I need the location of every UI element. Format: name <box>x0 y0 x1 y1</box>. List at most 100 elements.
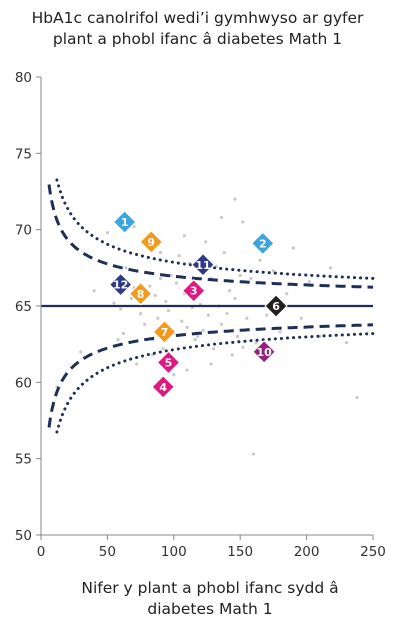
unit-marker-1: 1 <box>112 210 137 234</box>
background-points <box>55 197 359 456</box>
background-point <box>227 289 232 293</box>
unit-diamond <box>112 210 137 234</box>
background-point <box>307 279 311 284</box>
background-point <box>254 341 258 345</box>
background-point <box>156 316 160 320</box>
background-point <box>92 289 96 293</box>
background-point <box>344 341 349 345</box>
unit-diamond <box>264 294 288 318</box>
unit-marker-10: 10 <box>252 340 276 364</box>
unit-label: 6 <box>272 300 280 313</box>
background-point <box>258 258 262 262</box>
chart-title: HbA1c canolrifol wedi’i gymhwyso ar gyfe… <box>0 8 395 50</box>
background-point <box>124 266 128 270</box>
background-point <box>142 322 147 326</box>
background-point <box>265 313 269 317</box>
background-point <box>158 250 163 255</box>
background-point <box>235 334 240 339</box>
y-tick-label: 65 <box>15 299 32 315</box>
background-point <box>129 296 133 300</box>
unit-label: 10 <box>256 346 272 359</box>
unit-label: 4 <box>159 381 167 394</box>
unit-label: 12 <box>113 279 128 292</box>
background-point <box>180 319 184 323</box>
background-point <box>79 350 83 354</box>
background-point <box>201 328 205 333</box>
x-tick-label: 150 <box>227 544 253 560</box>
unit-label: 2 <box>259 237 267 250</box>
background-point <box>116 337 120 342</box>
background-point <box>169 273 173 278</box>
y-tick-label: 55 <box>15 452 32 468</box>
x-tick-label: 250 <box>360 544 386 560</box>
unit-diamond <box>251 231 275 256</box>
unit-label: 9 <box>147 236 155 249</box>
unit-diamond <box>139 230 163 254</box>
background-point <box>241 345 245 349</box>
upper-outer-limit <box>55 178 375 280</box>
unit-marker-6: 6 <box>264 294 288 318</box>
background-point <box>174 281 179 285</box>
background-point <box>121 331 125 336</box>
background-point <box>278 330 282 334</box>
chart-title-line-2: plant a phobl ifanc â diabetes Math 1 <box>52 30 343 48</box>
x-axis-label-line-1: Nifer y plant a phobl ifanc sydd â <box>81 579 339 597</box>
background-point <box>328 266 333 270</box>
unit-marker-2: 2 <box>251 231 275 256</box>
background-point <box>112 301 116 305</box>
background-point <box>233 296 237 300</box>
background-point <box>251 452 256 456</box>
y-tick-label: 50 <box>15 528 32 544</box>
upper-inner-limit <box>47 184 374 289</box>
unit-label: 1 <box>121 216 129 229</box>
y-tick-label: 75 <box>15 146 32 162</box>
background-point <box>241 220 245 224</box>
x-tick-label: 0 <box>37 544 46 560</box>
background-point <box>172 373 176 377</box>
background-point <box>299 316 303 320</box>
background-point <box>355 396 359 400</box>
background-point <box>212 347 216 351</box>
unit-diamond <box>191 253 215 277</box>
background-point <box>285 292 289 296</box>
background-point <box>185 325 189 329</box>
unit-label: 7 <box>161 326 169 339</box>
background-point <box>225 312 229 316</box>
unit-diamond <box>182 279 206 303</box>
background-point <box>220 322 224 326</box>
funnel-limits <box>47 178 375 434</box>
background-point <box>209 362 213 366</box>
unit-marker-7: 7 <box>152 320 177 344</box>
unit-marker-5: 5 <box>156 350 181 375</box>
unit-diamond <box>128 282 153 306</box>
unit-diamond <box>156 350 181 375</box>
unit-label: 3 <box>190 285 198 298</box>
unit-label: 8 <box>137 288 145 301</box>
unit-marker-11: 11 <box>191 253 215 277</box>
background-point <box>196 334 200 339</box>
unit-marker-12: 12 <box>108 272 133 297</box>
unit-marker-9: 9 <box>139 230 163 254</box>
chart-title-line-1: HbA1c canolrifol wedi’i gymhwyso ar gyfe… <box>31 9 364 27</box>
background-point <box>245 316 249 320</box>
unit-marker-8: 8 <box>128 282 153 306</box>
background-point <box>249 276 253 281</box>
background-point <box>119 307 123 311</box>
x-axis-label-line-2: diabetes Math 1 <box>147 600 273 618</box>
background-point <box>204 240 208 244</box>
background-point <box>291 246 295 250</box>
unit-diamond <box>108 272 133 297</box>
background-point <box>220 215 224 220</box>
y-tick-label: 70 <box>15 223 32 239</box>
background-point <box>135 362 139 366</box>
unit-diamond <box>152 320 177 344</box>
background-point <box>105 231 109 235</box>
unit-marker-3: 3 <box>182 279 206 303</box>
background-point <box>230 353 234 357</box>
background-point <box>161 347 165 351</box>
lower-outer-limit <box>55 332 375 434</box>
unit-label: 5 <box>165 356 173 369</box>
background-point <box>132 225 136 229</box>
